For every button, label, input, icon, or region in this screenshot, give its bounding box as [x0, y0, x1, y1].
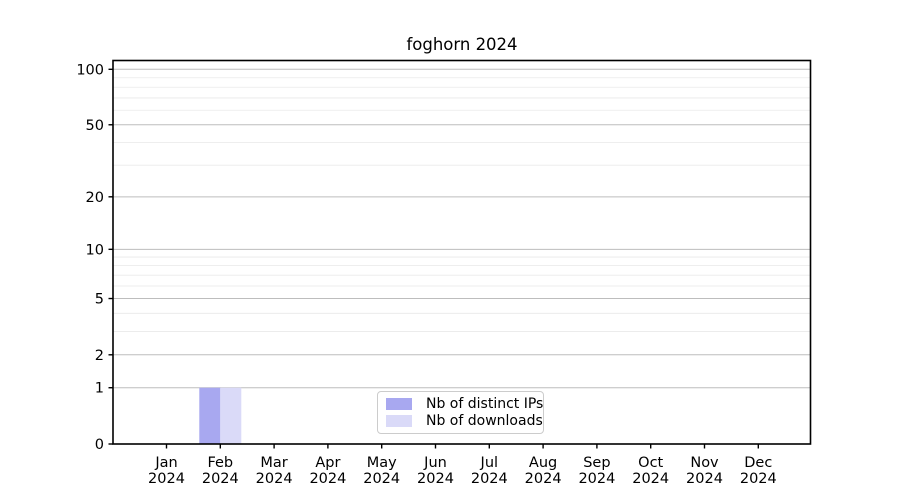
- y-tick-label: 5: [95, 292, 104, 308]
- distinct-ips-swatch-icon: [386, 398, 412, 411]
- y-tick-label: 10: [86, 242, 104, 258]
- x-tick-month-label: Oct: [638, 455, 663, 471]
- x-tick-year-label: 2024: [740, 471, 777, 487]
- x-tick-month-label: Dec: [744, 455, 772, 471]
- legend-item-downloads: Nb of downloads: [386, 413, 543, 429]
- x-tick-month-label: Jan: [154, 455, 177, 471]
- x-tick-year-label: 2024: [578, 471, 615, 487]
- legend-label-distinct-ips: Nb of distinct IPs: [426, 396, 544, 413]
- x-tick-year-label: 2024: [363, 471, 400, 487]
- y-tick-label: 100: [76, 62, 104, 78]
- x-tick-month-label: Mar: [260, 455, 287, 471]
- y-tick-label: 2: [95, 348, 104, 364]
- x-tick-year-label: 2024: [202, 471, 239, 487]
- x-tick-year-label: 2024: [632, 471, 669, 487]
- x-tick-year-label: 2024: [525, 471, 562, 487]
- x-tick-month-label: Nov: [690, 455, 719, 471]
- x-tick-year-label: 2024: [148, 471, 185, 487]
- major-gridlines: [113, 68, 811, 389]
- x-tick-month-label: Aug: [529, 455, 557, 471]
- legend-label-downloads: Nb of downloads: [426, 412, 543, 429]
- x-tick-year-label: 2024: [417, 471, 454, 487]
- tick-marks: [108, 68, 759, 449]
- downloads-swatch-icon: [386, 414, 412, 427]
- downloads-bar: [220, 387, 242, 444]
- y-tick-label: 0: [95, 437, 104, 453]
- tick-labels: 0125102050100Jan2024Feb2024Mar2024Apr202…: [76, 62, 776, 487]
- y-tick-label: 50: [86, 118, 104, 134]
- y-tick-label: 1: [95, 381, 104, 397]
- legend-item-distinct-ips: Nb of distinct IPs: [386, 396, 543, 412]
- y-tick-label: 20: [86, 190, 104, 206]
- x-tick-year-label: 2024: [309, 471, 346, 487]
- x-tick-month-label: Apr: [315, 455, 340, 471]
- x-tick-year-label: 2024: [471, 471, 508, 487]
- legend: Nb of distinct IPs Nb of downloads: [377, 391, 544, 434]
- axes-spines: [112, 59, 812, 445]
- plot-border: [112, 59, 812, 445]
- distinct-ips-bar: [199, 387, 221, 444]
- minor-gridlines: [113, 77, 811, 332]
- x-tick-month-label: Jun: [423, 455, 447, 471]
- x-tick-month-label: May: [367, 455, 397, 471]
- chart-title: foghorn 2024: [406, 35, 518, 54]
- x-tick-year-label: 2024: [686, 471, 723, 487]
- x-tick-month-label: Sep: [583, 455, 610, 471]
- x-tick-year-label: 2024: [256, 471, 293, 487]
- bars: [199, 387, 242, 444]
- x-tick-month-label: Jul: [480, 455, 499, 471]
- x-tick-month-label: Feb: [207, 455, 233, 471]
